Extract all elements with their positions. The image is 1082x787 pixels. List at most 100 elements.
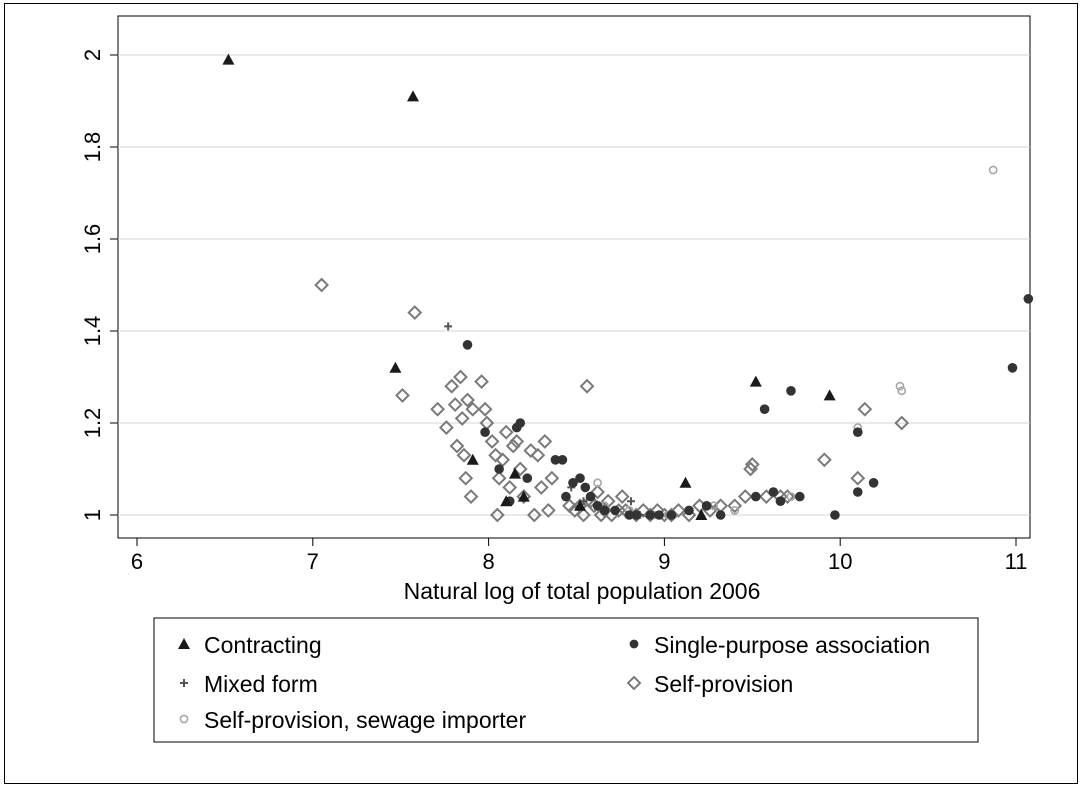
data-point: [522, 473, 533, 484]
data-point: [447, 397, 463, 413]
data-point: [407, 90, 420, 102]
x-tick-label: 7: [307, 549, 319, 574]
data-point: [489, 507, 505, 523]
data-point: [557, 455, 568, 465]
y-axis: 1 1.2 1.4 1.6 1.8 2: [80, 49, 118, 521]
data-point: [574, 499, 587, 511]
data-point: [222, 53, 235, 65]
data-point: [491, 470, 507, 486]
data-point: [561, 491, 571, 502]
data-point: [488, 447, 504, 463]
data-point: [895, 381, 905, 391]
data-point: [533, 479, 549, 495]
data-point: [1007, 363, 1018, 373]
legend-marker: [629, 639, 639, 649]
data-point: [715, 510, 726, 520]
data-point: [744, 456, 760, 472]
data-point: [780, 489, 795, 505]
y-tick-label: 1.4: [80, 316, 105, 347]
data-point: [695, 509, 708, 520]
data-point: [438, 420, 454, 436]
data-point: [460, 392, 475, 408]
data-point: [458, 470, 474, 486]
data-point: [444, 322, 453, 331]
data-points: [222, 53, 1034, 523]
data-point: [540, 502, 556, 518]
data-point: [850, 470, 866, 486]
data-point: [894, 415, 910, 431]
data-point: [816, 452, 832, 468]
data-point: [631, 510, 642, 520]
data-point: [794, 491, 805, 502]
data-point: [484, 433, 500, 449]
data-point: [590, 484, 606, 500]
data-point: [544, 470, 560, 486]
data-point: [449, 438, 465, 454]
data-point: [727, 498, 743, 514]
data-point: [592, 501, 603, 511]
plot-area: [117, 15, 1031, 539]
y-tick-label: 1: [80, 509, 105, 521]
data-point: [579, 378, 595, 394]
data-point: [463, 489, 479, 505]
data-point: [444, 378, 460, 394]
data-point: [768, 487, 779, 497]
x-axis-title: Natural log of total population 2006: [404, 578, 761, 604]
y-tick-label: 1.2: [80, 408, 105, 439]
data-point: [550, 455, 561, 465]
y-tick-label: 2: [80, 49, 105, 61]
data-point: [701, 501, 712, 511]
x-tick-label: 8: [482, 549, 494, 574]
data-point: [679, 476, 692, 488]
data-point: [454, 410, 470, 426]
legend-marker: [179, 714, 189, 724]
data-point: [654, 510, 664, 520]
data-point: [1023, 294, 1034, 304]
data-point: [579, 497, 588, 506]
data-point: [737, 489, 753, 505]
data-point: [730, 505, 740, 515]
data-point: [537, 433, 553, 449]
data-point: [511, 422, 522, 433]
legend-label: Self-provision, sewage importer: [204, 707, 526, 733]
data-point: [857, 401, 873, 417]
data-point: [530, 447, 546, 463]
data-point: [671, 502, 686, 518]
data-point: [645, 510, 656, 520]
data-point: [509, 433, 525, 449]
legend: Contracting Single-purpose association Mix…: [178, 632, 930, 733]
data-point: [453, 369, 468, 385]
data-point: [610, 505, 620, 516]
data-point: [852, 427, 863, 438]
legend-label: Contracting: [204, 632, 322, 658]
data-point: [585, 491, 596, 502]
y-tick-label: 1.8: [80, 132, 105, 163]
data-point: [512, 461, 528, 477]
legend-marker: [626, 675, 642, 691]
legend-marker: [178, 638, 190, 649]
data-point: [823, 389, 836, 401]
data-point: [786, 492, 796, 501]
data-point: [988, 165, 998, 175]
data-point: [474, 374, 489, 390]
data-point: [480, 427, 490, 438]
x-axis: 6 7 8 9 10 11: [131, 538, 1028, 574]
data-point: [526, 507, 542, 523]
data-point: [599, 505, 610, 516]
data-point: [517, 490, 530, 502]
data-point: [505, 438, 521, 454]
data-point: [466, 453, 479, 465]
data-point: [580, 482, 591, 493]
data-point: [498, 424, 514, 440]
data-point: [786, 386, 796, 396]
data-point: [477, 401, 493, 417]
legend-label: Single-purpose association: [654, 632, 930, 658]
data-point: [666, 510, 677, 520]
data-point: [494, 464, 504, 474]
data-point: [751, 491, 761, 502]
data-point: [575, 473, 585, 484]
data-point: [626, 497, 635, 506]
x-tick-label: 11: [1005, 549, 1028, 574]
data-point: [868, 478, 879, 488]
